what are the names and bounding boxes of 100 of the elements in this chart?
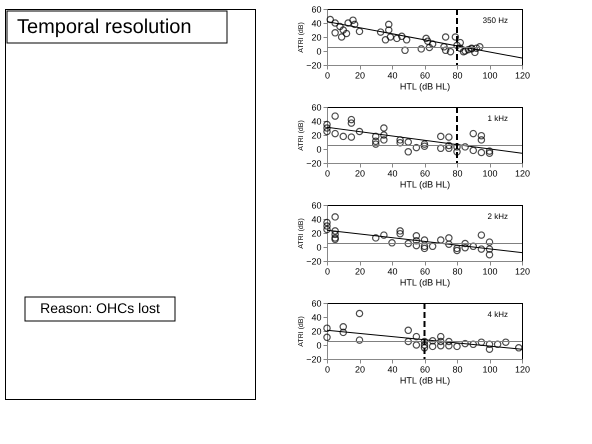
point	[486, 345, 494, 353]
point	[453, 246, 461, 254]
y-tick-label: 0	[316, 144, 322, 154]
point	[404, 326, 412, 334]
point	[445, 133, 453, 141]
x-tick-label: 60	[420, 364, 430, 374]
point	[336, 22, 344, 30]
point	[440, 43, 448, 51]
point	[339, 26, 348, 34]
point	[486, 340, 494, 348]
y-tick-label: 0	[316, 46, 322, 56]
point	[401, 46, 409, 54]
y-tick-label: 20	[311, 326, 322, 336]
point	[420, 242, 428, 250]
point	[372, 138, 380, 146]
point	[461, 143, 469, 151]
point	[436, 332, 445, 340]
point	[412, 144, 420, 152]
point	[386, 33, 394, 41]
point	[384, 26, 393, 34]
point	[445, 342, 453, 350]
y-tick-label: 20	[311, 228, 322, 238]
text: Temporal resolution	[17, 16, 192, 38]
point	[412, 242, 420, 250]
x-tick-label: 100	[482, 266, 498, 276]
point	[380, 136, 388, 144]
x-tick-label: 80	[452, 266, 463, 276]
annotation: 350 Hz	[482, 16, 508, 25]
point	[338, 33, 346, 41]
point	[478, 136, 486, 144]
x-tick-label: 20	[354, 168, 366, 178]
point	[412, 332, 420, 340]
x-tick-label: 60	[420, 70, 430, 80]
y-tick-label: 0	[316, 340, 322, 350]
point	[323, 334, 331, 342]
point	[331, 112, 339, 120]
point	[396, 230, 404, 238]
point	[372, 132, 380, 140]
y-tick-label: 60	[311, 102, 322, 112]
point	[478, 231, 486, 239]
point	[323, 120, 331, 128]
point	[428, 242, 436, 250]
point	[412, 236, 420, 244]
x-tick-label: 80	[452, 70, 463, 80]
point	[331, 230, 339, 238]
point	[436, 144, 445, 152]
point	[445, 144, 453, 152]
point	[331, 227, 339, 235]
point	[436, 132, 445, 140]
point	[486, 245, 494, 253]
point	[453, 143, 461, 151]
point	[436, 236, 445, 244]
point	[461, 244, 469, 252]
point	[424, 37, 432, 45]
x-tick-label: 40	[387, 364, 398, 374]
x-tick-label: 120	[514, 70, 530, 80]
point	[494, 340, 502, 348]
point	[342, 30, 350, 38]
x-tick-label: 40	[387, 266, 398, 276]
x-tick-label: 20	[354, 266, 366, 276]
point	[453, 42, 461, 50]
point	[445, 142, 453, 150]
point	[339, 132, 348, 140]
point	[453, 342, 461, 350]
y-tick-label: −20	[306, 354, 322, 364]
point	[478, 338, 486, 346]
annotation: 1 kHz	[488, 114, 508, 123]
x-axis-title: HTL (dB HL)	[400, 180, 450, 190]
x-tick-label: 0	[324, 364, 330, 374]
point	[426, 44, 434, 52]
y-tick-label: 20	[311, 32, 322, 42]
point	[323, 218, 331, 226]
point	[380, 231, 388, 239]
point	[356, 28, 364, 36]
point	[428, 40, 436, 48]
point	[420, 244, 428, 252]
x-tick-label: 20	[354, 70, 366, 80]
point	[453, 148, 461, 156]
y-tick-label: 60	[311, 298, 322, 308]
x-tick-label: 20	[354, 364, 366, 374]
x-axis-title: HTL (dB HL)	[400, 278, 450, 288]
point	[412, 232, 420, 240]
point	[420, 140, 428, 148]
point	[420, 142, 428, 150]
x-tick-label: 0	[324, 168, 330, 178]
annotation: 4 kHz	[488, 310, 508, 319]
point	[331, 29, 339, 37]
point	[404, 338, 412, 346]
point	[331, 19, 339, 27]
x-axis-title: HTL (dB HL)	[400, 376, 450, 386]
point	[445, 234, 453, 242]
point	[452, 33, 460, 41]
y-tick-label: 20	[311, 130, 322, 140]
x-tick-label: 120	[514, 168, 530, 178]
point	[402, 36, 410, 44]
point	[469, 242, 478, 250]
x-tick-label: 80	[452, 364, 463, 374]
point	[486, 149, 494, 157]
x-tick-label: 80	[452, 168, 463, 178]
point	[445, 240, 453, 248]
